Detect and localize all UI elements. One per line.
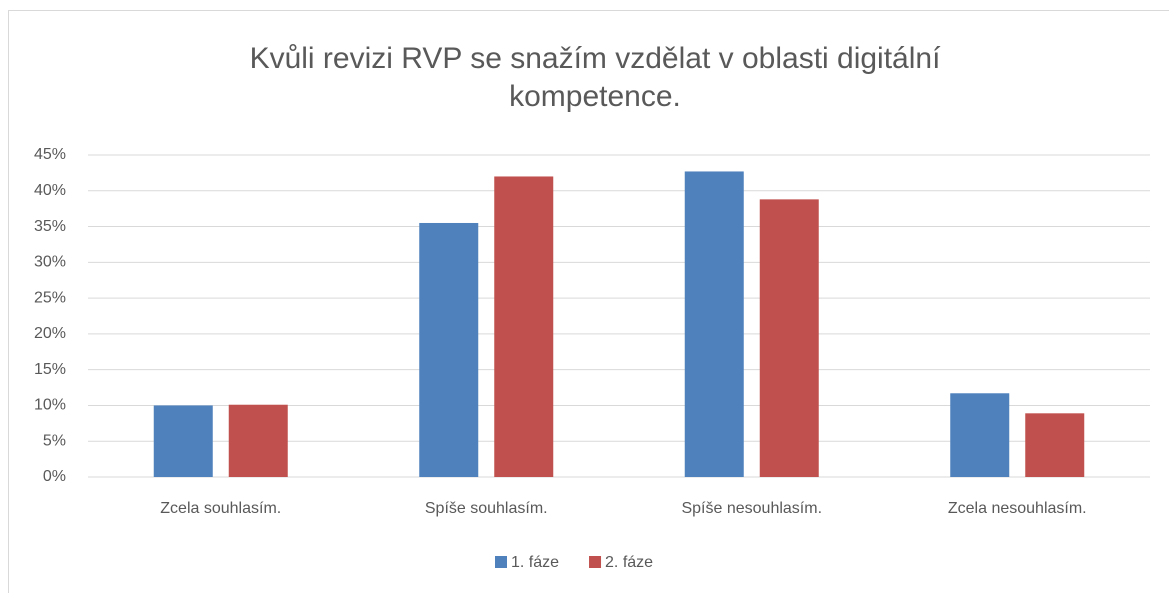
bar: [419, 222, 479, 477]
legend-swatch: [589, 556, 602, 568]
y-tick-label: 45%: [34, 146, 66, 163]
bar: [759, 199, 819, 477]
x-tick-label: Zcela nesouhlasím.: [948, 500, 1087, 517]
legend-label: 2. fáze: [605, 554, 653, 571]
bar: [494, 176, 554, 477]
bar: [228, 404, 288, 477]
y-tick-label: 40%: [34, 182, 66, 199]
chart-border: [8, 10, 1169, 593]
y-tick-label: 35%: [34, 218, 66, 235]
x-tick-label: Spíše nesouhlasím.: [681, 500, 822, 517]
bar: [153, 405, 213, 477]
y-tick-label: 15%: [34, 361, 66, 378]
y-tick-label: 10%: [34, 397, 66, 414]
legend-swatch: [495, 556, 507, 568]
x-tick-label: Zcela souhlasím.: [160, 500, 281, 517]
bar: [950, 393, 1010, 477]
y-tick-label: 25%: [34, 289, 66, 306]
chart-title: Kvůli revizi RVP se snažím vzdělat v obl…: [249, 42, 941, 113]
bar: [1025, 413, 1085, 477]
legend-label: 1. fáze: [511, 554, 559, 571]
y-tick-label: 0%: [43, 468, 66, 485]
y-tick-label: 20%: [34, 325, 66, 342]
x-tick-label: Spíše souhlasím.: [425, 500, 548, 517]
y-tick-label: 5%: [43, 432, 66, 449]
bar: [684, 171, 744, 478]
y-tick-label: 30%: [34, 254, 66, 271]
